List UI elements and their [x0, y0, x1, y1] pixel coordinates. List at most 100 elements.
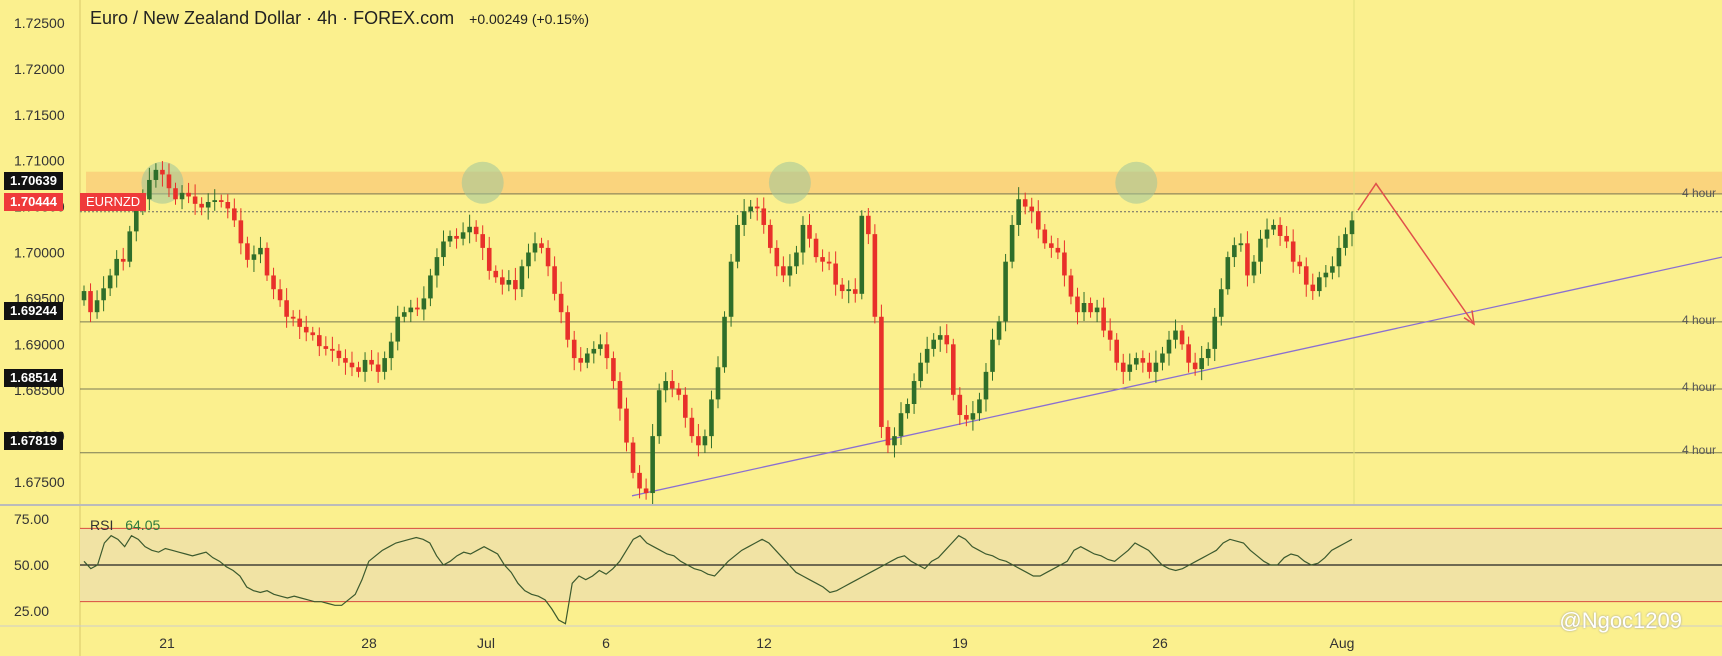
candle-body [1186, 344, 1191, 363]
label-s2: 1.68514 [4, 369, 63, 387]
candle-body [127, 231, 133, 262]
candle-body [1264, 229, 1270, 239]
y-tick-label: 1.72000 [14, 61, 65, 77]
candle-body [617, 381, 623, 409]
candle-body [1310, 284, 1316, 292]
x-tick-label: 28 [361, 635, 377, 651]
y-tick-label: 1.71500 [14, 107, 65, 123]
candle-body [1330, 266, 1335, 273]
candle-body [225, 202, 231, 209]
candle-body [120, 258, 126, 262]
candle-body [696, 436, 701, 446]
candle-body [656, 390, 662, 437]
candle-body [683, 394, 688, 418]
candle-body [1081, 303, 1087, 313]
candle-body [94, 300, 100, 313]
y-tick-label: 1.71000 [14, 153, 65, 169]
candle-body [741, 211, 747, 225]
candle-body [833, 263, 838, 285]
candle-body [343, 358, 348, 363]
candle-body [944, 335, 950, 345]
candle-body [192, 196, 198, 204]
level-tag-1: 4 hour [1681, 186, 1716, 200]
label-r1: 1.70639 [4, 172, 63, 190]
candle-body [428, 275, 433, 299]
candle-body [1323, 272, 1329, 278]
candle-body [630, 442, 636, 473]
candle-body [545, 247, 551, 267]
candle-body [519, 266, 525, 290]
candle-body [1160, 353, 1165, 363]
candle-body [722, 316, 727, 368]
candle-body [493, 270, 499, 278]
candle-body [88, 291, 93, 313]
candle-body [950, 344, 956, 395]
candle-body [709, 399, 714, 437]
candle-body [715, 367, 721, 400]
y-tick-label: 1.70000 [14, 245, 65, 261]
candle-body [611, 358, 616, 382]
candle-body [1212, 316, 1218, 349]
candle-body [735, 224, 740, 262]
candle-body [565, 312, 570, 340]
y-tick-label: 1.67500 [14, 474, 65, 490]
candle-body [532, 243, 538, 253]
candle-body [1303, 266, 1309, 285]
candle-body [454, 235, 459, 239]
chart-title: Euro / New Zealand Dollar · 4h · FOREX.c… [90, 8, 455, 28]
candle-body [114, 258, 119, 276]
candle-body [133, 208, 139, 232]
rsi-tick-label: 50.00 [14, 557, 49, 573]
candle-body [506, 280, 512, 285]
candle-body [218, 200, 224, 202]
candle-body [1049, 243, 1054, 248]
candle-body [1147, 362, 1152, 372]
candle-body [866, 215, 871, 235]
candle-body [911, 381, 917, 404]
candle-body [486, 247, 492, 271]
candle-body [820, 257, 825, 262]
projection-arrow [1357, 182, 1475, 325]
candle-body [1218, 289, 1224, 317]
touch-circle [461, 161, 504, 204]
arrow-head [1463, 310, 1475, 326]
candle-body [552, 266, 557, 294]
candle-body [1140, 358, 1146, 363]
candle-body [1055, 247, 1061, 253]
candle-body [584, 353, 590, 363]
level-tag-2: 4 hour [1681, 313, 1716, 327]
candle-body [813, 238, 819, 258]
candle-body [918, 362, 923, 382]
candle-body [892, 436, 897, 446]
candle-body [1134, 358, 1139, 365]
candle-body [964, 415, 969, 420]
candle-body [526, 252, 531, 267]
candle-body [447, 235, 453, 242]
x-tick-label: 21 [159, 635, 175, 651]
candle-body [1029, 206, 1035, 212]
rsi-legend: RSI 64.05 [90, 517, 160, 533]
candle-body [473, 226, 479, 235]
candle-body [415, 307, 420, 310]
candle-body [1245, 243, 1250, 276]
candle-body [356, 367, 361, 372]
candle-body [702, 436, 708, 446]
candle-body [251, 254, 257, 260]
y-tick-label: 1.69000 [14, 336, 65, 352]
candle-body [977, 399, 982, 414]
price-change: +0.00249 (+0.15%) [469, 11, 590, 27]
candle-body [1094, 307, 1100, 313]
y-axis-area [0, 0, 80, 656]
candle-body [689, 417, 695, 437]
candle-body [323, 346, 329, 349]
candle-body [669, 381, 675, 389]
candle-body [898, 413, 904, 437]
y-tick-label: 1.72500 [14, 15, 65, 31]
candle-body [1284, 235, 1289, 242]
candle-body [258, 247, 263, 255]
candle-body [650, 436, 655, 494]
candle-body [1173, 330, 1178, 340]
candle-body [539, 243, 544, 248]
candle-body [179, 192, 185, 200]
